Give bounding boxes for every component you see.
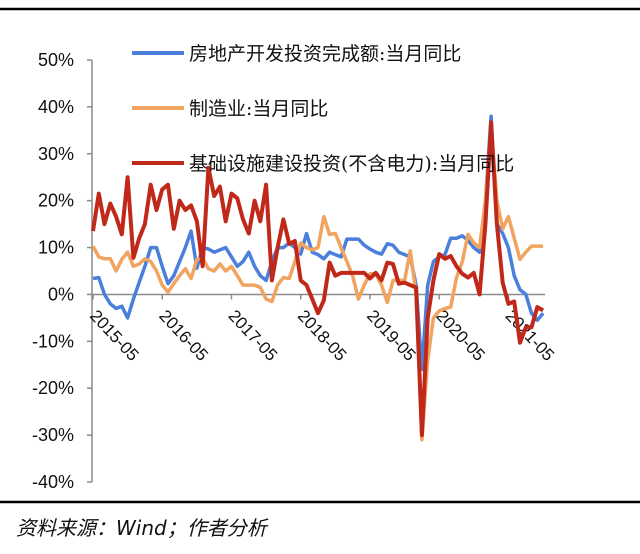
y-tick-label: -40%: [32, 472, 74, 492]
y-tick-label: 10%: [38, 238, 74, 258]
x-tick-label: 2019-05: [363, 306, 419, 365]
y-tick-label: 20%: [38, 191, 74, 211]
y-tick-label: -20%: [32, 378, 74, 398]
y-tick-label: -10%: [32, 331, 74, 351]
legend-label: 房地产开发投资完成额:当月同比: [189, 43, 461, 65]
x-tick-label: 2018-05: [294, 306, 350, 365]
y-tick-label: 0%: [48, 284, 74, 304]
legend: 房地产开发投资完成额:当月同比制造业:当月同比基础设施建设投资(不含电力):当月…: [132, 43, 514, 175]
x-tick-label: 2020-05: [432, 306, 488, 365]
legend-label: 基础设施建设投资(不含电力):当月同比: [189, 153, 514, 175]
legend-label: 制造业:当月同比: [189, 98, 328, 120]
series-lines: [91, 114, 545, 442]
x-tick-label: 2017-05: [225, 306, 281, 365]
source-note: 资料来源：Wind；作者分析: [16, 516, 267, 540]
y-tick-label: 30%: [38, 144, 74, 164]
y-tick-label: 50%: [38, 50, 74, 70]
x-tick-label: 2021-05: [502, 306, 558, 365]
x-tick-label: 2016-05: [155, 306, 211, 365]
x-tick-label: 2015-05: [86, 306, 142, 365]
y-tick-label: 40%: [38, 97, 74, 117]
y-tick-label: -30%: [32, 425, 74, 445]
